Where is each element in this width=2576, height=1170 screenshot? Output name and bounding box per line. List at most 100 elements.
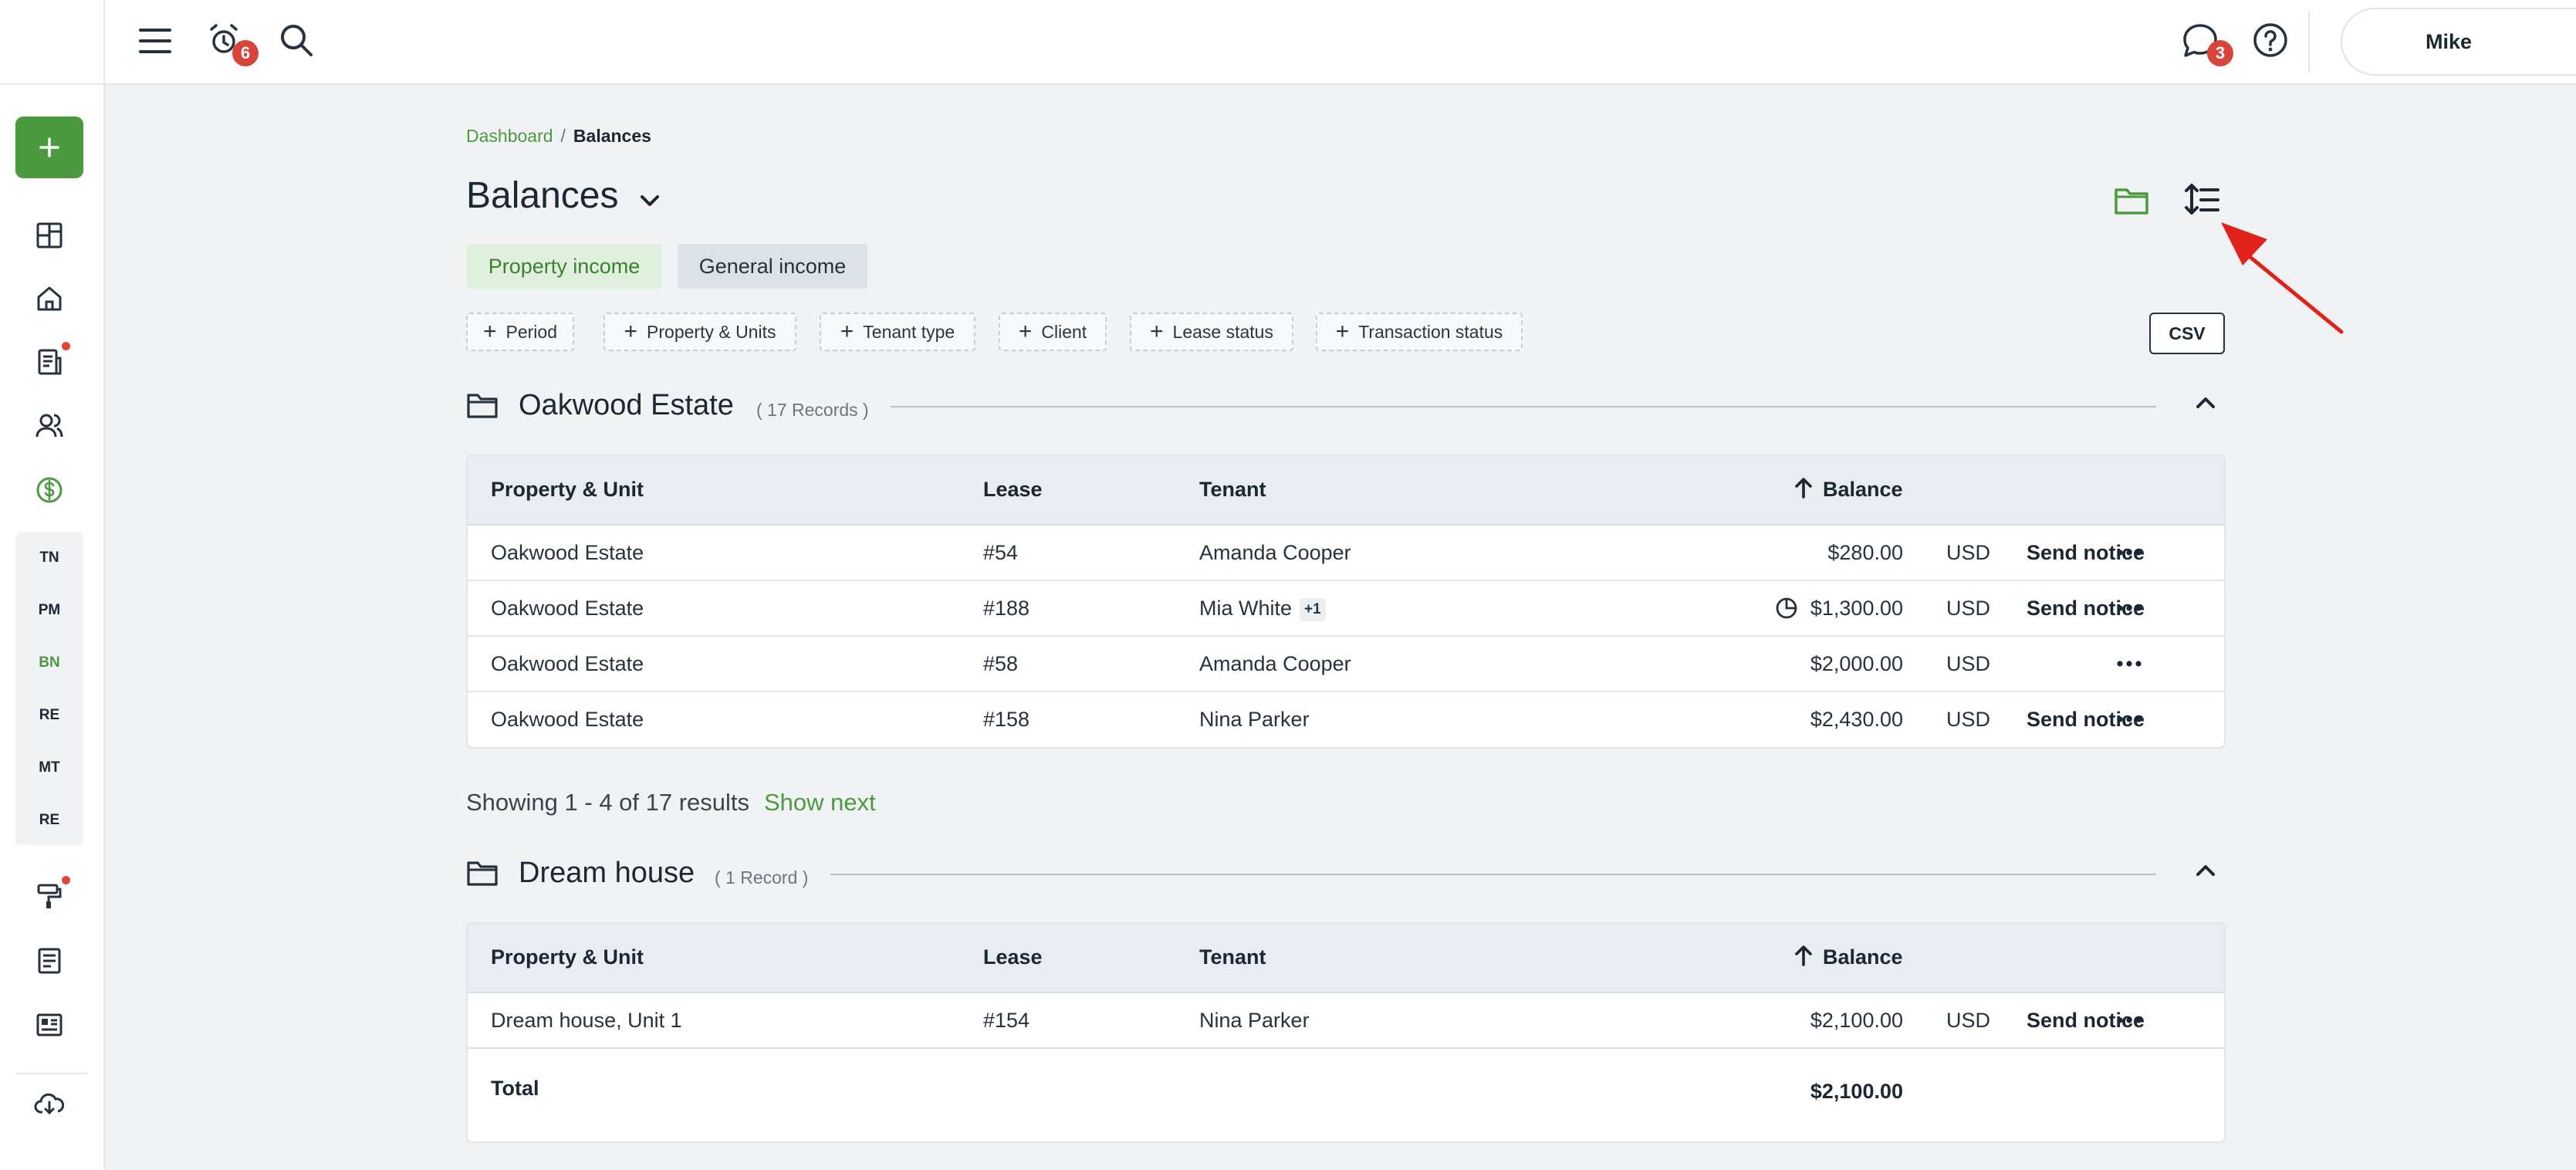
group-collapse-button[interactable] xyxy=(2192,857,2219,888)
sidebar-item-properties[interactable] xyxy=(30,279,69,318)
row-more-button[interactable] xyxy=(2116,543,2142,566)
table-row[interactable]: Oakwood Estate #158 Nina Parker $2,430.0… xyxy=(468,692,2224,746)
filter-label: Client xyxy=(1041,321,1087,342)
sidebar-item-listings[interactable] xyxy=(30,1006,69,1044)
cell-currency: USD xyxy=(1946,597,1991,620)
csv-export-button[interactable]: CSV xyxy=(2149,313,2225,354)
group-by-folder-button[interactable] xyxy=(2111,181,2152,221)
people-icon xyxy=(35,414,63,438)
notifications-button[interactable] xyxy=(205,20,245,60)
table-row[interactable]: Oakwood Estate #54 Amanda Cooper $280.00… xyxy=(468,526,2224,581)
tab-general-income[interactable]: General income xyxy=(678,244,867,289)
help-button[interactable] xyxy=(2250,20,2290,60)
balances-table-oakwood: Property & Unit Lease Tenant Balance Oak… xyxy=(466,455,2226,749)
column-balance[interactable]: Balance xyxy=(1823,945,1903,969)
tab-property-income[interactable]: Property income xyxy=(466,244,662,289)
dollar-circle-icon xyxy=(36,477,63,503)
column-lease[interactable]: Lease xyxy=(983,478,1043,501)
group-collapse-button[interactable] xyxy=(2192,389,2219,421)
column-property-unit[interactable]: Property & Unit xyxy=(491,478,644,501)
sidebar-item-leases[interactable] xyxy=(30,343,69,381)
sort-arrow-up-icon[interactable] xyxy=(1793,476,1814,505)
menu-button[interactable] xyxy=(136,22,174,60)
row-more-button[interactable] xyxy=(2116,598,2142,622)
subnav-item-mt[interactable]: MT xyxy=(39,759,60,776)
topbar-divider xyxy=(2308,11,2310,73)
sidebar-item-accounting[interactable] xyxy=(30,471,69,509)
filter-transaction-status[interactable]: + Transaction status xyxy=(1316,313,1523,351)
cell-tenant[interactable]: Mia White +1 xyxy=(1199,597,1326,621)
subnav-item-re[interactable]: RE xyxy=(39,707,60,723)
filter-period[interactable]: + Period xyxy=(466,313,574,351)
cell-tenant[interactable]: Nina Parker xyxy=(1199,1009,1310,1032)
show-next-link[interactable]: Show next xyxy=(764,789,876,816)
plus-icon: + xyxy=(1335,319,1350,344)
sort-arrow-up-icon[interactable] xyxy=(1793,944,1814,972)
cell-lease[interactable]: #158 xyxy=(983,708,1030,731)
send-notice-button[interactable]: Send notice xyxy=(2027,708,2145,731)
sort-list-icon xyxy=(2185,184,2219,215)
filter-client[interactable]: + Client xyxy=(999,313,1107,351)
subnav-item-bn[interactable]: BN xyxy=(39,654,60,671)
top-bar: 6 3 Mike xyxy=(105,0,2576,85)
sidebar-logo-area xyxy=(0,0,103,85)
sidebar-item-reports[interactable] xyxy=(30,942,69,980)
cell-tenant[interactable]: Amanda Cooper xyxy=(1199,541,1351,564)
chevron-down-icon xyxy=(641,195,659,206)
cell-lease[interactable]: #54 xyxy=(983,541,1019,564)
breadcrumb-current: Balances xyxy=(573,126,651,146)
messages-badge: 3 xyxy=(2207,40,2233,66)
chevron-up-icon xyxy=(2196,397,2215,408)
sidebar-item-people[interactable] xyxy=(30,407,69,445)
cell-lease[interactable]: #154 xyxy=(983,1009,1030,1032)
user-menu[interactable]: Mike xyxy=(2341,8,2576,76)
cell-lease[interactable]: #188 xyxy=(983,597,1030,620)
menu-icon xyxy=(139,29,171,53)
column-property-unit[interactable]: Property & Unit xyxy=(491,945,644,969)
cell-property: Oakwood Estate xyxy=(491,597,644,620)
send-notice-button[interactable]: Send notice xyxy=(2027,541,2145,564)
group-header-dream-house: Dream house ( 1 Record ) xyxy=(466,850,2226,897)
page-title[interactable]: Balances xyxy=(466,175,619,216)
subnav-item-re-2[interactable]: RE xyxy=(39,812,60,828)
cell-lease[interactable]: #58 xyxy=(983,652,1019,675)
filter-tenant-type[interactable]: + Tenant type xyxy=(820,313,975,351)
leases-alert-dot xyxy=(62,342,70,350)
messages-button[interactable] xyxy=(2179,20,2221,62)
sort-settings-button[interactable] xyxy=(2181,179,2223,221)
sidebar-item-maintenance[interactable] xyxy=(30,877,69,915)
column-balance[interactable]: Balance xyxy=(1823,478,1903,501)
search-button[interactable] xyxy=(276,20,316,60)
filter-lease-status[interactable]: + Lease status xyxy=(1130,313,1293,351)
filter-label: Transaction status xyxy=(1358,321,1503,342)
title-dropdown-button[interactable] xyxy=(637,188,662,217)
row-more-button[interactable] xyxy=(2116,1010,2142,1034)
total-value: $2,100.00 xyxy=(1810,1080,1903,1103)
plus-icon: + xyxy=(624,319,638,344)
sidebar-item-download[interactable] xyxy=(30,1084,69,1123)
add-new-button[interactable] xyxy=(15,117,83,178)
row-more-button[interactable] xyxy=(2116,654,2142,678)
cell-property: Oakwood Estate xyxy=(491,708,644,731)
subnav-item-pm[interactable]: PM xyxy=(38,602,61,618)
column-lease[interactable]: Lease xyxy=(983,945,1043,969)
pagination-summary: Showing 1 - 4 of 17 results xyxy=(466,789,750,816)
breadcrumb-dashboard-link[interactable]: Dashboard xyxy=(466,126,553,146)
table-row[interactable]: Oakwood Estate #58 Amanda Cooper $2,000.… xyxy=(468,637,2224,692)
extra-tenants-badge[interactable]: +1 xyxy=(1300,597,1326,621)
table-row[interactable]: Oakwood Estate #188 Mia White +1 $1,300.0… xyxy=(468,581,2224,637)
cell-tenant[interactable]: Nina Parker xyxy=(1199,708,1310,731)
plus-icon: + xyxy=(1150,319,1164,344)
row-more-button[interactable] xyxy=(2116,709,2142,733)
plus-icon: + xyxy=(482,319,497,344)
subnav-item-tn[interactable]: TN xyxy=(39,549,59,566)
column-tenant[interactable]: Tenant xyxy=(1199,945,1266,969)
total-label: Total xyxy=(491,1077,539,1100)
cell-tenant[interactable]: Amanda Cooper xyxy=(1199,652,1351,675)
send-notice-button[interactable]: Send notice xyxy=(2027,1009,2145,1032)
send-notice-button[interactable]: Send notice xyxy=(2027,597,2145,620)
table-row[interactable]: Dream house, Unit 1 #154 Nina Parker $2,… xyxy=(468,993,2224,1047)
sidebar-item-dashboard[interactable] xyxy=(30,216,69,255)
filter-property-units[interactable]: + Property & Units xyxy=(603,313,796,351)
column-tenant[interactable]: Tenant xyxy=(1199,478,1266,501)
